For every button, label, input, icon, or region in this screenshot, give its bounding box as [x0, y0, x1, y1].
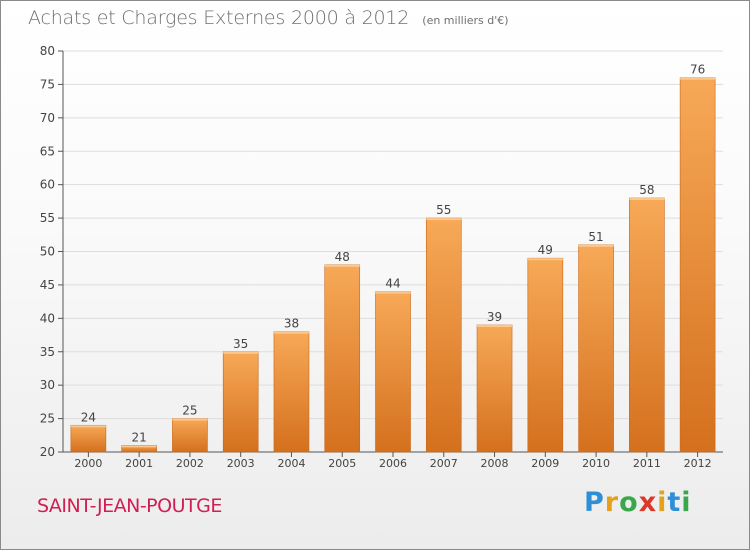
bar: [578, 244, 614, 453]
x-tick-label: 2003: [227, 457, 255, 470]
data-label: 51: [588, 230, 603, 244]
bar: [222, 351, 259, 453]
bar: [172, 418, 208, 453]
bar: [375, 291, 411, 453]
data-label: 48: [335, 250, 350, 264]
y-tick-label: 40: [40, 311, 55, 325]
brand-letter: t: [667, 487, 682, 518]
x-tick-label: 2000: [74, 457, 102, 470]
bar: [425, 217, 462, 453]
data-label: 39: [487, 310, 502, 324]
chart-title-block: Achats et Charges Externes 2000 à 2012 (…: [28, 7, 509, 29]
data-label: 76: [690, 63, 705, 77]
bar: [273, 331, 310, 453]
commune-name: SAINT-JEAN-POUTGE: [37, 495, 222, 517]
x-tick-label: 2005: [328, 457, 356, 470]
bar-highlight: [527, 258, 563, 261]
bar: [324, 264, 361, 453]
chart-title: Achats et Charges Externes 2000 à 2012: [28, 7, 410, 29]
chart-unit: (en milliers d'€): [422, 14, 509, 27]
bar-highlight: [324, 264, 360, 267]
y-tick-label: 75: [40, 77, 55, 91]
x-tick-label: 2006: [379, 457, 407, 470]
bar-highlight: [273, 331, 309, 334]
x-tick-label: 2008: [481, 457, 509, 470]
brand-letter: P: [584, 487, 605, 518]
bar: [476, 324, 513, 453]
bar-highlight: [426, 218, 462, 221]
x-tick-label: 2009: [531, 457, 559, 470]
brand-letter: i: [657, 487, 668, 518]
x-tick-label: 2007: [430, 457, 458, 470]
data-label: 55: [436, 203, 451, 217]
y-tick-label: 20: [40, 445, 55, 459]
x-tick-label: 2010: [582, 457, 610, 470]
x-tick-label: 2012: [684, 457, 712, 470]
x-tick-label: 2011: [633, 457, 661, 470]
data-label: 44: [385, 277, 400, 291]
brand-letter: r: [604, 487, 620, 518]
bar: [629, 197, 665, 453]
x-tick-label: 2004: [277, 457, 305, 470]
y-tick-label: 65: [40, 144, 55, 158]
data-label: 35: [233, 337, 248, 351]
x-tick-label: 2002: [176, 457, 204, 470]
data-label: 49: [538, 243, 553, 257]
bar: [70, 424, 107, 453]
bar-highlight: [375, 291, 411, 294]
y-tick-label: 35: [40, 345, 55, 359]
data-label: 25: [182, 404, 197, 418]
brand-letter: i: [681, 487, 692, 518]
bar-highlight: [70, 425, 106, 428]
y-tick-label: 70: [40, 111, 55, 125]
y-tick-label: 50: [40, 245, 55, 259]
bar-highlight: [121, 445, 157, 448]
data-label: 58: [639, 183, 654, 197]
y-tick-label: 45: [40, 278, 55, 292]
bar-highlight: [477, 325, 513, 328]
x-tick-label: 2001: [125, 457, 153, 470]
bar-highlight: [223, 351, 259, 354]
y-tick-label: 25: [40, 412, 55, 426]
y-tick-label: 55: [40, 211, 55, 225]
bar-highlight: [629, 198, 665, 201]
brand-letter: x: [638, 487, 658, 518]
bar-highlight: [680, 77, 716, 80]
y-tick-label: 80: [40, 44, 55, 58]
proxiti-logo: Proxiti: [584, 487, 692, 518]
data-label: 21: [132, 430, 147, 444]
data-label: 24: [81, 410, 96, 424]
bar: [527, 257, 564, 453]
bar-highlight: [172, 418, 208, 421]
y-tick-label: 60: [40, 178, 55, 192]
bar: [679, 77, 716, 453]
data-label: 38: [284, 317, 299, 331]
bar-highlight: [578, 244, 614, 247]
brand-letter: o: [619, 487, 639, 518]
y-tick-label: 30: [40, 378, 55, 392]
